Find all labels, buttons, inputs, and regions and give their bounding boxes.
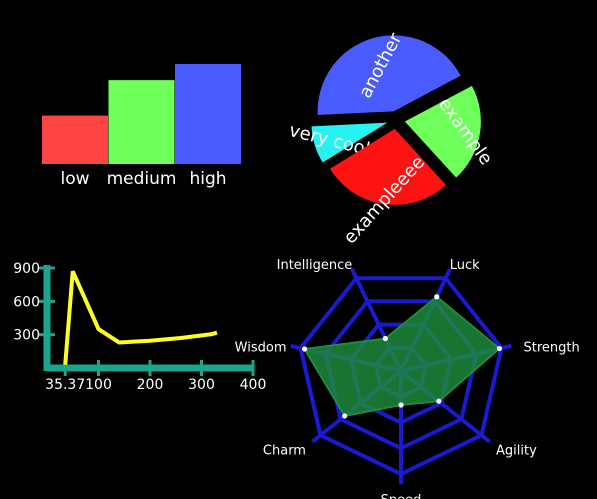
radar-point [382, 335, 388, 342]
pie-slice-exampleeee [330, 128, 446, 205]
x-tick-label: 400 [240, 377, 267, 393]
x-tick-label: 35.37 [45, 377, 85, 393]
radar-chart: Luck Strength Agility Speed Charm Wisdom Intel… [235, 258, 580, 499]
bar-category-label: low [60, 169, 89, 189]
radar-axis-label: Agility [496, 443, 537, 458]
y-tick-label: 900 [13, 261, 40, 277]
radar-axis-label: Wisdom [235, 340, 287, 355]
radar-area [302, 295, 501, 418]
line-series [63, 270, 218, 365]
radar-point [301, 346, 308, 352]
radar-axis-label: Speed [381, 493, 422, 499]
bar-high [175, 64, 241, 164]
pie-slice-example [404, 85, 481, 178]
radar-point [434, 294, 440, 300]
radar-ring [298, 276, 504, 477]
bar-category-label: medium [107, 169, 177, 189]
pie-slice-very-cool [311, 122, 388, 163]
radar-point [398, 402, 404, 408]
y-tick-label: 300 [13, 328, 40, 344]
radar-axis-label: Charm [263, 443, 306, 458]
x-tick-label: 300 [188, 377, 215, 393]
y-tick-label: 600 [13, 294, 40, 310]
radar-axis-label: Luck [450, 258, 480, 273]
pie-slice-another [317, 35, 461, 116]
bar-category-label: high [189, 169, 226, 189]
x-tick-label: 100 [85, 377, 112, 393]
radar-point [342, 413, 348, 419]
radar-point [436, 398, 442, 404]
bar-low [42, 115, 108, 164]
radar-axis-label: Intelligence [277, 258, 353, 273]
bar-chart: low medium high [42, 64, 241, 189]
line-chart: 35.37 100 200 300 400 300 600 900 [13, 261, 266, 393]
bar-medium [108, 80, 175, 164]
radar-axis-label: Strength [523, 340, 579, 355]
x-tick-label: 200 [137, 377, 164, 393]
radar-point [496, 345, 503, 352]
